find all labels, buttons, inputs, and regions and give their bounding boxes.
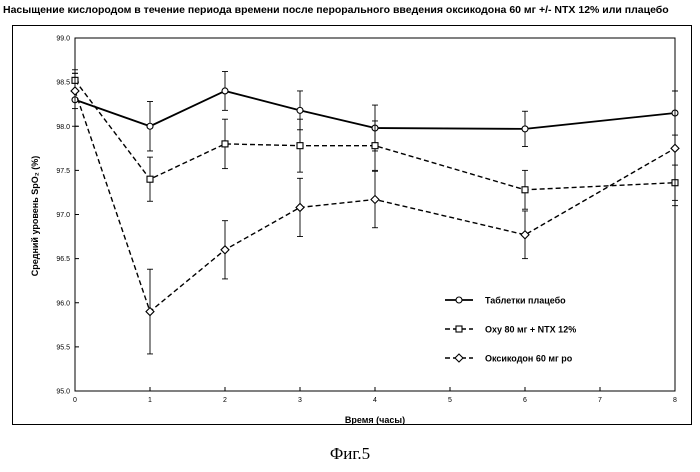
legend-label: Оксикодон 60 мг po — [485, 354, 573, 364]
y-tick-label: 96.5 — [56, 256, 70, 263]
data-point — [296, 106, 304, 114]
x-tick-label: 6 — [523, 397, 527, 404]
chart-svg: 0 1 2 3 4 5 6 7 8 95.0 95.5 96.0 96.5 97.0 97.5 98.0 98.… — [30, 36, 680, 424]
legend-label: Таблетки плацебо — [485, 296, 566, 306]
data-point — [220, 245, 230, 255]
y-tick-label: 95.0 — [56, 389, 70, 396]
series-group — [70, 69, 680, 355]
x-tick-label: 3 — [298, 397, 302, 404]
data-point — [371, 142, 379, 150]
data-point — [455, 325, 463, 333]
data-point — [146, 175, 154, 183]
data-point — [145, 306, 155, 317]
legend-label: Oxy 80 мг + NTX 12% — [485, 325, 576, 335]
data-point — [70, 86, 80, 96]
legend-item: Оксикодон 60 мг po — [445, 353, 573, 364]
data-point — [521, 186, 529, 194]
x-tick-label: 4 — [373, 397, 377, 404]
y-tick-label: 95.5 — [56, 344, 70, 351]
y-tick-label: 97.5 — [56, 168, 70, 175]
legend-item: Oxy 80 мг + NTX 12% — [445, 325, 576, 335]
y-tick-label: 98.5 — [56, 80, 70, 87]
figure-caption: Фиг.5 — [329, 444, 371, 463]
data-point — [455, 296, 463, 304]
data-point — [146, 122, 154, 130]
data-point — [454, 353, 464, 363]
data-point — [221, 140, 229, 148]
data-point — [670, 143, 680, 154]
y-tick-label: 98.0 — [56, 124, 70, 131]
series-3 — [70, 72, 680, 355]
data-point — [520, 230, 530, 240]
legend: Таблетки плацебо Oxy 80 мг + NTX 12% Оксик… — [445, 296, 576, 364]
data-point — [521, 125, 529, 133]
data-point — [221, 87, 229, 95]
chart-frame: 0 1 2 3 4 5 6 7 8 95.0 95.5 96.0 96.5 97.0 97.5 98.0 98.… — [12, 25, 692, 425]
x-tick-label: 2 — [223, 397, 227, 404]
y-axis-label: Средний уровень SpO₂ (%) — [30, 156, 40, 277]
axes-group: 0 1 2 3 4 5 6 7 8 95.0 95.5 96.0 96.5 97.0 97.5 98.0 98.… — [56, 36, 677, 405]
x-tick-label: 0 — [73, 397, 77, 404]
data-point — [296, 142, 304, 150]
x-axis-label: Время (часы) — [345, 415, 405, 424]
x-tick-label: 8 — [673, 397, 677, 404]
y-tick-label: 96.0 — [56, 300, 70, 307]
x-tick-label: 1 — [148, 397, 152, 404]
y-tick-label: 99.0 — [56, 36, 70, 43]
legend-item: Таблетки плацебо — [445, 296, 566, 306]
data-point — [295, 202, 305, 213]
x-tick-label: 5 — [448, 397, 452, 404]
data-point — [370, 194, 380, 205]
x-tick-label: 7 — [598, 397, 602, 404]
y-tick-label: 97.0 — [56, 212, 70, 219]
chart-title: Насыщение кислородом в течение периода в… — [3, 4, 669, 16]
